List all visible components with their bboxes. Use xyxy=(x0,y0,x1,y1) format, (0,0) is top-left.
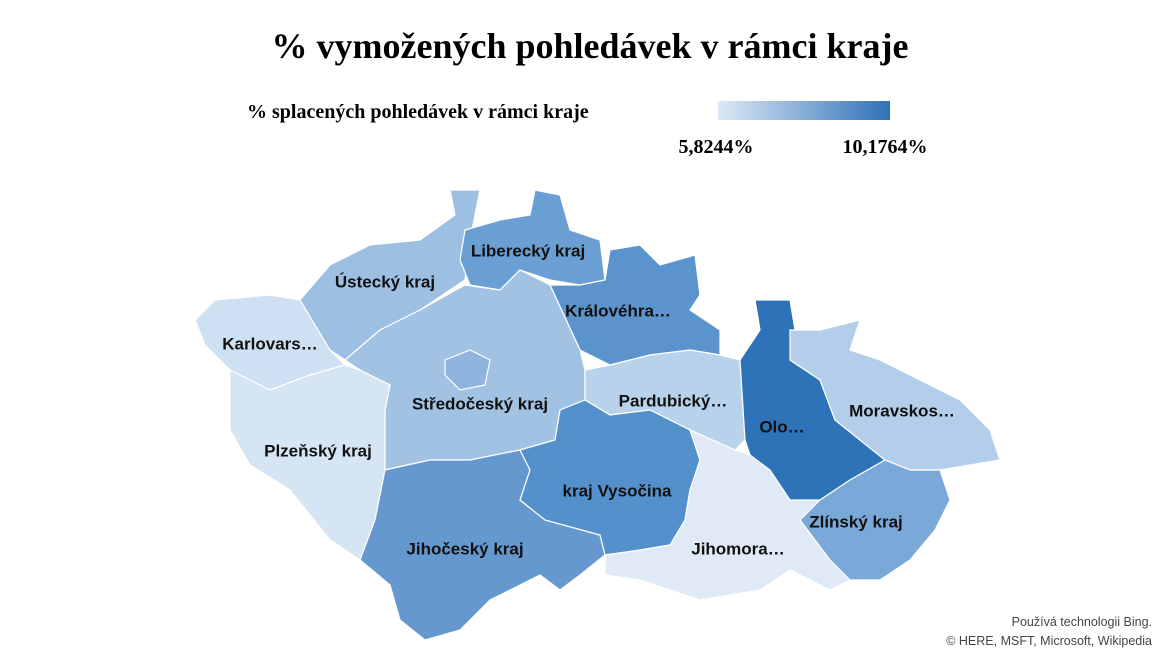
region-label: Ústecký kraj xyxy=(335,272,435,291)
region xyxy=(459,189,606,291)
region-label: Plzeňský kraj xyxy=(264,441,372,460)
region-prague xyxy=(444,349,491,391)
region-label: Pardubický… xyxy=(619,391,728,410)
region-label: Královéhra… xyxy=(565,301,671,320)
region-label: Středočeský kraj xyxy=(412,394,548,413)
region-label: Olo… xyxy=(759,417,804,436)
legend-max: 10,1764% xyxy=(843,136,928,158)
legend-min: 5,8244% xyxy=(679,136,754,158)
region-label: Jihočeský kraj xyxy=(406,539,523,558)
region xyxy=(799,459,951,581)
map-title: % vymožených pohledávek v rámci kraje xyxy=(272,26,909,66)
region xyxy=(229,364,391,561)
region-label: Zlínský kraj xyxy=(809,512,903,531)
attribution: © HERE, MSFT, Microsoft, Wikipedia xyxy=(946,634,1152,648)
region xyxy=(789,319,1001,471)
region-label: Liberecký kraj xyxy=(471,241,585,260)
region-label: Jihomora… xyxy=(691,539,785,558)
region-label: Karlovars… xyxy=(222,334,317,353)
region-label: kraj Vysočina xyxy=(563,481,673,500)
region-label: Moravskos… xyxy=(849,401,955,420)
legend-title: % splacených pohledávek v rámci kraje xyxy=(247,101,589,123)
attribution: Používá technologii Bing. xyxy=(1012,615,1152,629)
legend-gradient xyxy=(718,101,890,120)
